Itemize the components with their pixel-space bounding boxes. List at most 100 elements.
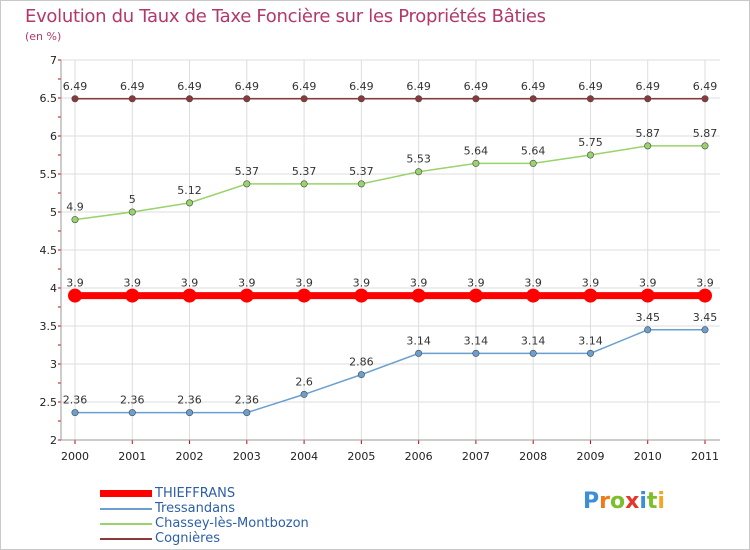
- data-point: [71, 95, 79, 103]
- line-chart: 2 2.5 3 3.5 4 4.5 5 5.5 6 6.5 7 2000 2001 2002 2003 200…: [40, 54, 720, 463]
- data-label: 3.9: [467, 277, 485, 290]
- data-point: [128, 95, 136, 103]
- data-point: [300, 95, 308, 103]
- data-label: 3.9: [639, 277, 657, 290]
- data-label: 3.14: [406, 334, 431, 347]
- x-tick-label: 2007: [462, 450, 490, 463]
- y-tick-label: 3.5: [40, 320, 58, 333]
- data-point: [472, 159, 480, 167]
- data-point: [357, 371, 365, 379]
- data-point: [468, 288, 483, 303]
- data-point: [586, 95, 594, 103]
- data-point: [71, 216, 79, 224]
- data-point: [701, 326, 709, 334]
- data-label: 3.14: [521, 334, 546, 347]
- data-point: [186, 95, 194, 103]
- data-label: 6.49: [292, 80, 317, 93]
- data-point: [68, 288, 82, 303]
- legend-swatch: [100, 523, 152, 525]
- data-label: 3.9: [66, 277, 84, 290]
- legend-label: THIEFFRANS: [155, 486, 236, 501]
- data-point: [243, 409, 251, 417]
- y-tick-label: 6.5: [40, 92, 58, 105]
- x-tick-label: 2011: [691, 450, 719, 463]
- data-point: [300, 180, 308, 188]
- x-tick-label: 2005: [347, 450, 375, 463]
- data-label: 5.87: [635, 127, 660, 140]
- data-point: [529, 349, 537, 357]
- data-point: [529, 95, 537, 103]
- data-label: 6.49: [177, 80, 202, 93]
- x-tick-label: 2010: [634, 450, 662, 463]
- data-label: 2.86: [349, 356, 374, 369]
- x-tick-label: 2001: [118, 450, 146, 463]
- data-point: [354, 288, 369, 303]
- data-point: [243, 95, 251, 103]
- data-label: 6.49: [235, 80, 260, 93]
- data-label: 6.49: [464, 80, 489, 93]
- data-point: [583, 288, 598, 303]
- data-point: [644, 142, 652, 150]
- data-label: 5.37: [235, 165, 260, 178]
- data-label: 3.9: [181, 277, 199, 290]
- data-label: 3.45: [635, 311, 660, 324]
- data-point: [472, 95, 480, 103]
- data-point: [701, 142, 709, 150]
- data-point: [300, 390, 308, 398]
- x-tick-label: 2002: [176, 450, 204, 463]
- data-point: [698, 288, 712, 303]
- legend-swatch: [100, 508, 152, 510]
- data-label: 6.49: [693, 80, 718, 93]
- data-label: 5: [129, 193, 136, 206]
- data-point: [182, 288, 197, 303]
- y-tick-label: 5: [50, 206, 57, 219]
- data-point: [415, 168, 423, 176]
- data-point: [125, 288, 140, 303]
- data-label: 3.9: [124, 277, 142, 290]
- logo-letter: P: [583, 489, 600, 514]
- data-label: 6.49: [521, 80, 546, 93]
- x-tick-label: 2008: [519, 450, 547, 463]
- data-label: 6.49: [63, 80, 88, 93]
- data-label: 2.36: [63, 394, 88, 407]
- data-label: 5.64: [521, 144, 546, 157]
- y-tick-label: 6: [50, 130, 57, 143]
- data-point: [186, 409, 194, 417]
- data-label: 5.64: [464, 144, 489, 157]
- data-label: 2.36: [177, 394, 202, 407]
- logo-letter: i: [639, 489, 647, 514]
- data-label: 3.45: [693, 311, 718, 324]
- data-point: [415, 349, 423, 357]
- data-label: 3.9: [353, 277, 371, 290]
- data-point: [644, 326, 652, 334]
- data-label: 2.36: [120, 394, 145, 407]
- data-point: [640, 288, 655, 303]
- logo-letter: r: [599, 489, 610, 514]
- x-tick-label: 2006: [405, 450, 433, 463]
- data-label: 3.14: [578, 334, 603, 347]
- data-point: [472, 349, 480, 357]
- data-point: [526, 288, 541, 303]
- data-point: [128, 409, 136, 417]
- series-line-2: [75, 329, 705, 414]
- logo-letter: t: [646, 489, 658, 514]
- data-label: 5.37: [292, 165, 317, 178]
- data-point: [644, 95, 652, 103]
- legend-swatch: [100, 538, 152, 540]
- y-tick-label: 4.5: [40, 244, 58, 257]
- proxiti-logo: Proxiti: [583, 489, 665, 514]
- data-label: 6.49: [349, 80, 374, 93]
- x-tick-label: 2003: [233, 450, 261, 463]
- data-label: 6.49: [635, 80, 660, 93]
- data-label: 3.9: [410, 277, 428, 290]
- data-label: 6.49: [578, 80, 603, 93]
- x-tick-label: 2009: [576, 450, 604, 463]
- y-tick-label: 3: [50, 358, 57, 371]
- data-label: 3.9: [295, 277, 313, 290]
- y-tick-label: 5.5: [40, 168, 58, 181]
- data-label: 3.9: [238, 277, 256, 290]
- data-label: 5.53: [406, 153, 431, 166]
- data-label: 5.87: [693, 127, 718, 140]
- x-tick-label: 2000: [61, 450, 89, 463]
- data-point: [243, 180, 251, 188]
